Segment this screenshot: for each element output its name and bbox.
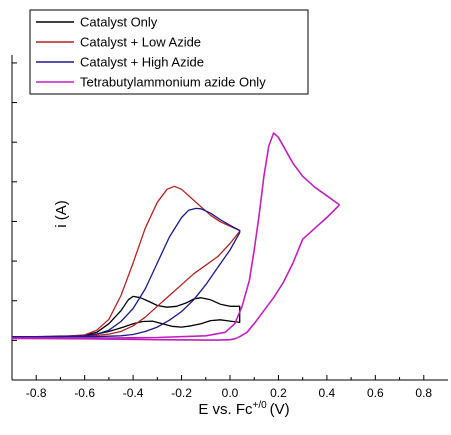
- series-line: [12, 185, 241, 338]
- x-tick-label: 0.4: [319, 386, 336, 400]
- series-line: [12, 207, 241, 338]
- x-tick-label: 0.2: [270, 386, 287, 400]
- axes: [11, 55, 448, 381]
- x-tick-label: -0.6: [74, 386, 95, 400]
- x-tick-label: -0.4: [123, 386, 144, 400]
- x-tick-label: 0.8: [415, 386, 432, 400]
- x-tick-label: 0.0: [222, 386, 239, 400]
- legend-box: [29, 9, 309, 95]
- x-tick-labels: -0.8 -0.6 -0.4 -0.2 0.0 0.2 0.4 0.6 0.8: [26, 386, 433, 400]
- series-line: [12, 295, 241, 338]
- legend-label: Tetrabutylammonium azide Only: [80, 75, 266, 90]
- x-tick-label: -0.2: [171, 386, 192, 400]
- y-axis-title: i (A): [53, 200, 70, 228]
- legend-label: Catalyst + Low Azide: [80, 35, 201, 50]
- legend-label: Catalyst + High Azide: [80, 55, 204, 70]
- x-axis-title-unit: (V): [270, 401, 290, 418]
- x-axis-title-main: E vs. Fc: [198, 401, 253, 418]
- x-axis-title-superscript: +/0: [252, 400, 267, 411]
- x-axis-title: E vs. Fc+/0 (V): [198, 400, 289, 418]
- legend-label: Catalyst Only: [80, 15, 158, 30]
- x-tick-label: 0.6: [367, 386, 384, 400]
- x-tick-label: -0.8: [26, 386, 47, 400]
- plot-area: [11, 132, 340, 341]
- series-line: [11, 132, 340, 341]
- legend: Catalyst Only Catalyst + Low Azide Catalys…: [29, 9, 309, 95]
